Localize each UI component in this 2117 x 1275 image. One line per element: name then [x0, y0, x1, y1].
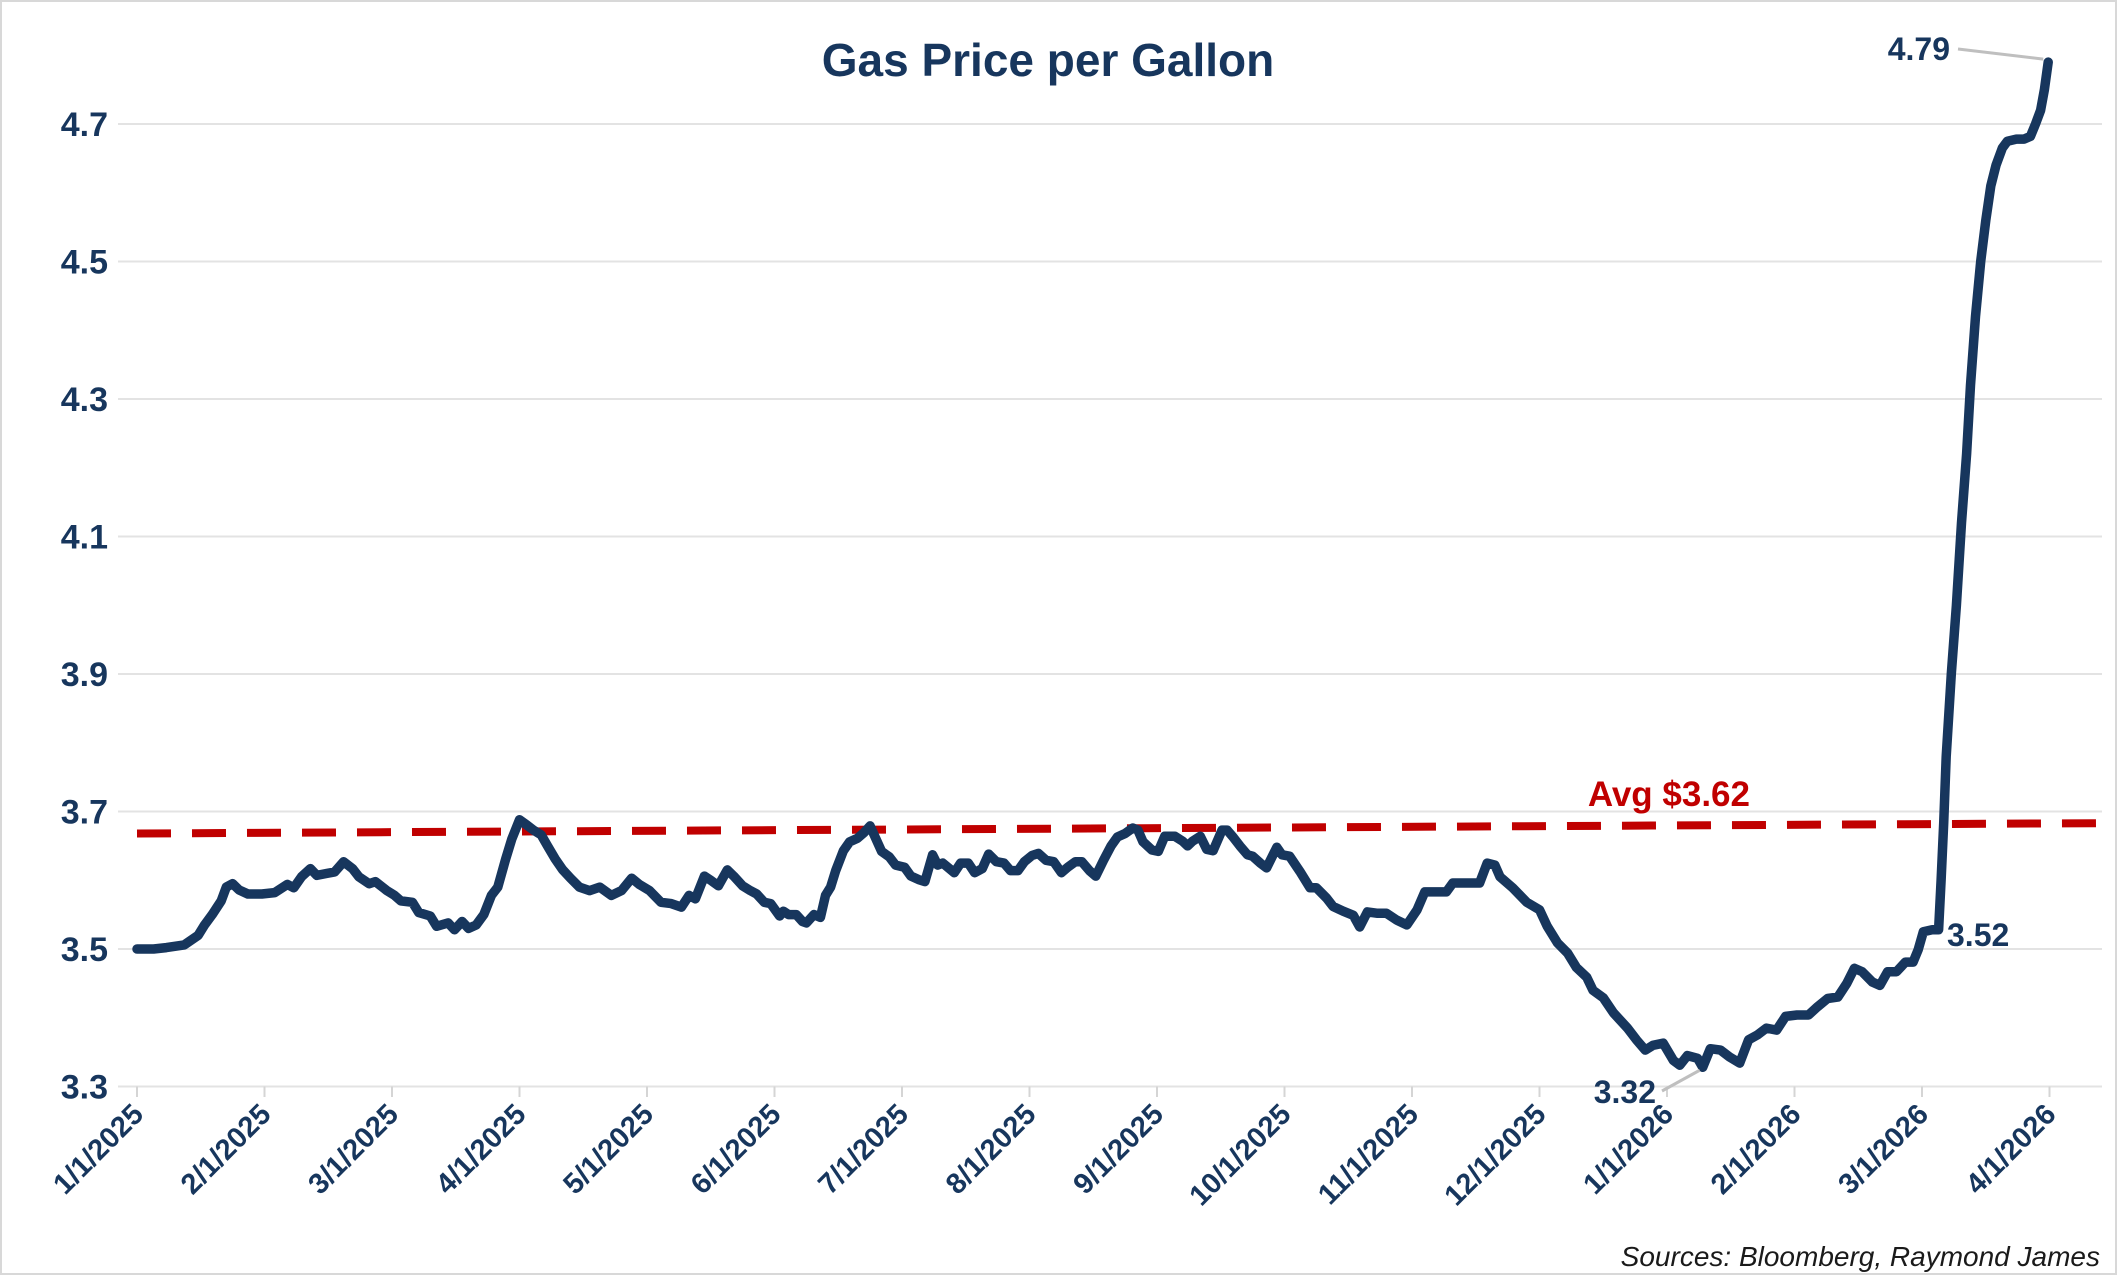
x-axis-label-4/1/2025: 4/1/2025 [430, 1098, 532, 1200]
y-axis-label-3.5: 3.5 [61, 931, 108, 969]
annotation-final-value: 4.79 [1888, 31, 1950, 67]
callout-leader-min [1661, 1068, 1701, 1093]
x-axis-label-3/1/2025: 3/1/2025 [302, 1098, 404, 1200]
y-axis-label-3.9: 3.9 [61, 656, 108, 694]
x-axis-label-1/1/2026: 1/1/2026 [1577, 1098, 1679, 1200]
x-axis-label-9/1/2025: 9/1/2025 [1067, 1098, 1169, 1200]
x-axis-label-11/1/2025: 11/1/2025 [1312, 1098, 1425, 1211]
y-axis-label-4.3: 4.3 [61, 381, 108, 419]
callout-leader-final [1957, 47, 2044, 61]
grid-layer [118, 123, 2102, 1097]
x-axis-label-4/1/2026: 4/1/2026 [1960, 1098, 2062, 1200]
x-axis-label-2/1/2025: 2/1/2025 [175, 1098, 277, 1200]
x-axis-label-1/1/2025: 1/1/2025 [47, 1098, 149, 1200]
x-axis-label-6/1/2025: 6/1/2025 [685, 1098, 787, 1200]
price-line [132, 57, 2053, 1073]
x-axis-label-8/1/2025: 8/1/2025 [940, 1098, 1042, 1200]
x-axis-label-12/1/2025: 12/1/2025 [1439, 1098, 1553, 1212]
x-axis-label-10/1/2025: 10/1/2025 [1184, 1098, 1298, 1212]
chart-title: Gas Price per Gallon [822, 34, 1275, 86]
annotation-min-value: 3.32 [1594, 1074, 1656, 1110]
x-axis-label-7/1/2025: 7/1/2025 [812, 1098, 914, 1200]
source-note: Sources: Bloomberg, Raymond James [1621, 1241, 2100, 1272]
x-axis-label-2/1/2026: 2/1/2026 [1705, 1098, 1807, 1200]
average-line-label: Avg $3.62 [1588, 775, 1750, 814]
x-axis-label-5/1/2025: 5/1/2025 [557, 1098, 659, 1200]
y-axis-label-4.1: 4.1 [61, 519, 108, 557]
y-axis-label-4.7: 4.7 [61, 106, 108, 144]
y-axis-label-4.5: 4.5 [61, 244, 108, 282]
annotation-mar-2026-value: 3.52 [1947, 917, 2009, 953]
series-layer [132, 47, 2103, 1093]
x-axis-label-3/1/2026: 3/1/2026 [1832, 1098, 1934, 1200]
y-axis-label-3.3: 3.3 [61, 1069, 108, 1107]
y-axis-label-3.7: 3.7 [61, 794, 108, 832]
